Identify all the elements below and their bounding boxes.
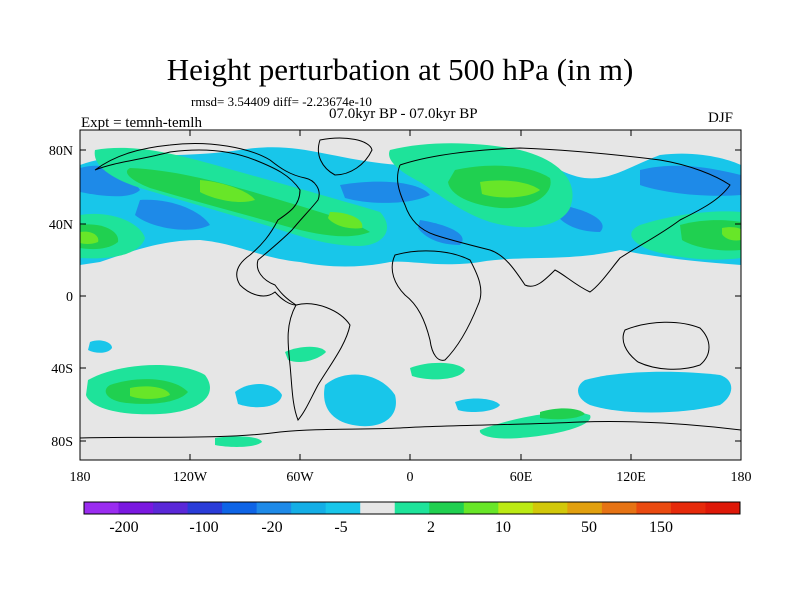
positive-anomaly-core <box>126 168 370 237</box>
lon-tick-label: 60E <box>510 470 533 485</box>
colorbar-label: -100 <box>189 519 218 536</box>
coastline-greenland <box>317 137 373 176</box>
colorbar-swatch <box>153 502 189 514</box>
positive-anomaly-region <box>410 362 465 380</box>
colorbar-swatch <box>360 502 396 514</box>
period-label: 07.0kyr BP - 07.0kyr BP <box>329 106 478 122</box>
colorbar-label: -20 <box>261 519 282 536</box>
coastline-south-america <box>287 303 351 421</box>
colorbar-swatch <box>532 502 568 514</box>
negative-anomaly-region <box>578 371 732 413</box>
positive-anomaly-region <box>215 436 262 447</box>
negative-anomaly-region <box>324 374 396 427</box>
negative-anomaly-core <box>135 199 210 230</box>
colorbar-swatch <box>222 502 258 514</box>
contour-fill-layer <box>80 143 741 447</box>
colorbar-swatch <box>429 502 465 514</box>
lon-tick-label: 60W <box>286 470 314 485</box>
experiment-label: Expt = temnh-temlh <box>81 115 202 131</box>
colorbar-swatch <box>705 502 741 514</box>
colorbar <box>83 501 741 515</box>
colorbar-swatch <box>463 502 499 514</box>
lon-tick-label: 120E <box>616 470 646 485</box>
colorbar-swatch <box>187 502 223 514</box>
colorbar-swatch <box>636 502 672 514</box>
coastline-antarctica <box>80 421 741 439</box>
colorbar-label: 50 <box>581 519 597 536</box>
positive-anomaly-peak <box>722 227 741 241</box>
negative-anomaly-region <box>455 398 500 413</box>
coastline-africa <box>391 250 482 361</box>
lon-tick-label: 180 <box>731 470 752 485</box>
negative-anomaly-core <box>640 165 741 196</box>
lat-tick-label: 80N <box>49 144 73 159</box>
lat-tick-labels: 80N 40N 0 40S 80S <box>49 144 73 450</box>
lon-tick-label: 120W <box>173 470 208 485</box>
positive-anomaly-peak <box>328 212 363 229</box>
lat-tick-label: 40S <box>51 362 73 377</box>
positive-anomaly-peak <box>80 231 99 244</box>
positive-anomaly-peak <box>480 180 540 198</box>
colorbar-swatch <box>84 502 120 514</box>
negative-anomaly-core <box>80 165 140 197</box>
colorbar-swatch <box>601 502 637 514</box>
lon-tick-labels: 180 120W 60W 0 60E 120E 180 <box>70 470 752 485</box>
lat-tick-label: 0 <box>66 290 73 305</box>
positive-anomaly-core <box>540 408 585 420</box>
negative-anomaly-region <box>235 384 282 408</box>
colorbar-swatch <box>498 502 534 514</box>
coastline-eurasia <box>397 147 731 293</box>
coastline-layer <box>80 137 741 439</box>
colorbar-swatch <box>256 502 292 514</box>
colorbar-swatch <box>118 502 154 514</box>
colorbar-label: 2 <box>427 519 435 536</box>
negative-anomaly-core <box>418 220 463 245</box>
colorbar-swatch <box>325 502 361 514</box>
colorbar-label: 150 <box>649 519 673 536</box>
lat-tick-label: 80S <box>51 435 73 450</box>
negative-anomaly-core <box>340 181 430 203</box>
positive-anomaly-peak <box>200 180 255 203</box>
positive-anomaly-region <box>285 346 326 363</box>
colorbar-swatch <box>291 502 327 514</box>
colorbar-swatch <box>394 502 430 514</box>
lon-tick-label: 0 <box>407 470 414 485</box>
colorbar-labels: -200 -100 -20 -5 2 10 50 150 <box>109 519 673 536</box>
colorbar-swatch <box>670 502 706 514</box>
colorbar-label: -5 <box>334 519 347 536</box>
colorbar-frame <box>83 501 741 515</box>
stats-label: rmsd= 3.54409 diff= -2.23674e-10 <box>191 94 372 109</box>
coastline-australia <box>622 321 710 370</box>
tick-layer <box>79 130 742 460</box>
season-label: DJF <box>708 110 734 126</box>
lon-tick-label: 180 <box>70 470 91 485</box>
plot-title: Height perturbation at 500 hPa (in m) <box>166 52 634 87</box>
positive-anomaly-peak <box>130 386 170 399</box>
colorbar-swatch <box>567 502 603 514</box>
colorbar-label: -200 <box>109 519 138 536</box>
colorbar-label: 10 <box>495 519 511 536</box>
lat-tick-label: 40N <box>49 218 73 233</box>
negative-anomaly-region <box>88 340 112 353</box>
